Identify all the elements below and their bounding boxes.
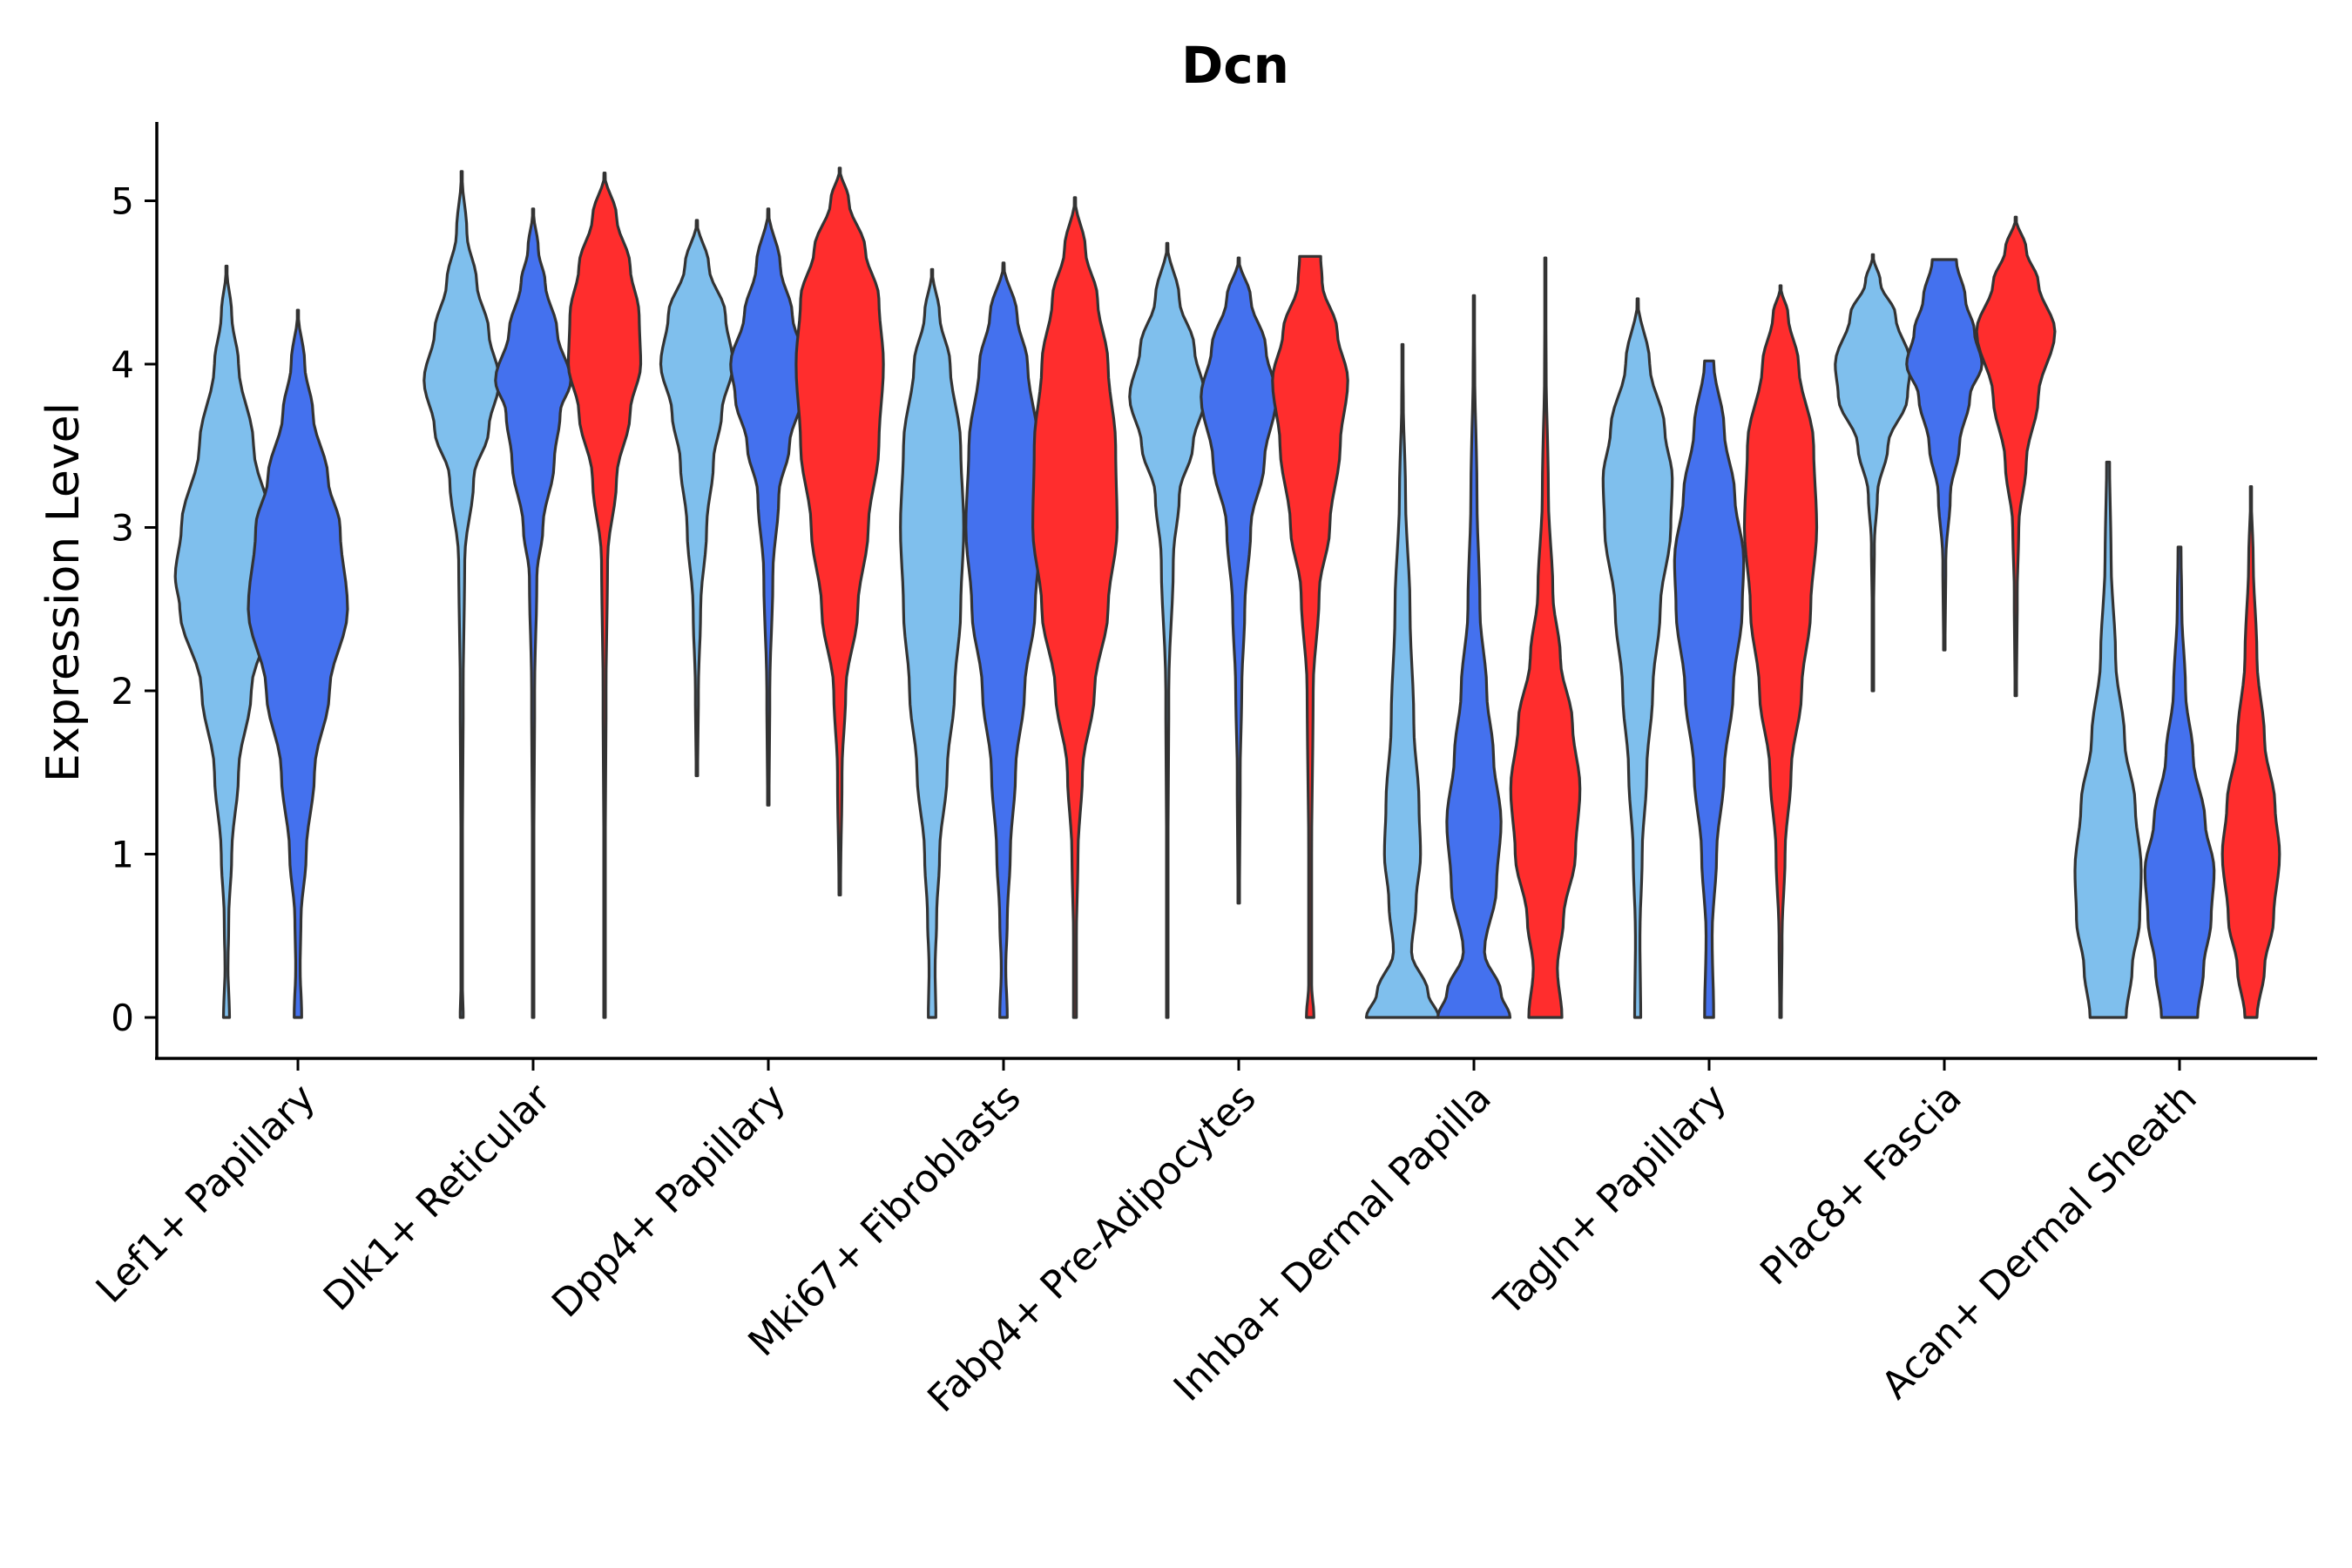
y-tick-label: 1 [111,834,134,876]
violin-6-group-3 [1509,256,1582,1019]
violin-8-group-3 [1975,215,2057,698]
x-tick-label: Lef1+ Papillary [88,1076,324,1312]
violin-7-group-3 [1742,284,1819,1019]
violin-2-group-3 [566,172,643,1019]
violin-9-group-2 [2143,545,2216,1019]
violin-8-group-2 [1905,258,1984,652]
x-tick-label: Plac8+ Fascia [1752,1076,1970,1294]
violin-1-group-1 [173,264,280,1019]
violin-5-group-2 [1200,256,1278,905]
violin-2-group-1 [422,170,501,1019]
violin-6-group-2 [1436,294,1512,1019]
violin-3-group-1 [659,219,735,778]
violin-3-group-2 [729,207,808,807]
violin-3-group-3 [794,166,885,896]
violin-6-group-1 [1364,342,1441,1019]
y-tick-label: 5 [111,180,134,223]
violin-7-group-2 [1673,359,1746,1019]
y-axis-label: Expression Level [37,402,90,782]
violin-4-group-1 [899,267,965,1019]
y-axis-ticks: 0 1 2 3 4 5 [111,180,157,1039]
x-tick-label: Dlk1+ Reticular [315,1075,560,1320]
chart-title: Dcn [1181,36,1289,95]
violin-7-group-1 [1601,297,1674,1019]
violin-1-group-2 [247,308,349,1019]
violin-4-group-2 [964,261,1043,1019]
violin-9-group-3 [2220,485,2281,1019]
violin-4-group-3 [1031,196,1119,1019]
y-tick-label: 3 [111,507,134,550]
violin-2-group-2 [494,207,572,1019]
violin-8-group-1 [1834,253,1912,693]
violins-layer [173,166,2281,1019]
x-tick-label: Tagln+ Papillary [1486,1076,1735,1325]
violin-9-group-1 [2073,460,2143,1019]
x-tick-label: Dpp4+ Papillary [544,1076,794,1327]
violin-5-group-1 [1128,241,1206,1019]
y-tick-label: 2 [111,670,134,713]
violin-5-group-3 [1271,254,1349,1019]
y-tick-label: 0 [111,997,134,1039]
y-tick-label: 4 [111,343,134,386]
